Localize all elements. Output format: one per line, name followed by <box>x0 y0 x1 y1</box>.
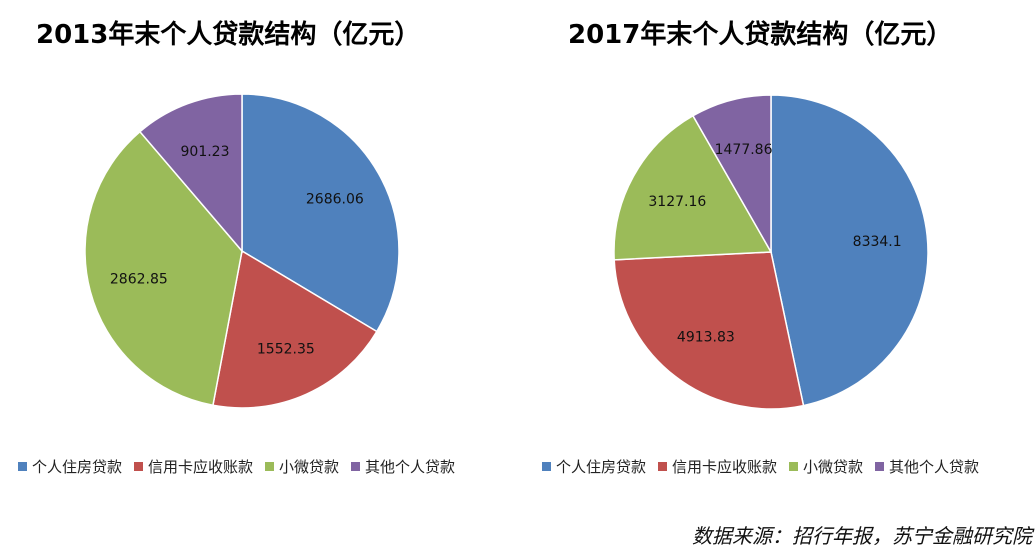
slice-other <box>691 94 772 255</box>
legend-swatch <box>134 462 144 471</box>
legend-item-housing: 个人住房贷款 <box>542 456 646 477</box>
chart-2013: 2013年末个人贷款结构（亿元） 2686.06 1552.35 2862.85 90… <box>0 0 500 520</box>
data-label: 1477.86 <box>715 142 773 158</box>
legend-item-housing: 个人住房贷款 <box>18 456 122 477</box>
legend-label: 信用卡应收账款 <box>148 458 254 476</box>
slice-housing <box>770 94 929 407</box>
legend-label: 其他个人贷款 <box>889 458 980 476</box>
pie-2013: 2686.06 1552.35 2862.85 901.23 <box>84 93 400 409</box>
legend-item-credit-card: 信用卡应收账款 <box>134 456 253 477</box>
legend-label: 个人住房贷款 <box>556 458 647 476</box>
legend-label: 信用卡应收账款 <box>672 458 778 476</box>
slice-other <box>138 93 243 254</box>
slice-housing <box>241 93 400 333</box>
legend-item-micro: 小微贷款 <box>789 456 863 477</box>
slice-micro <box>613 114 773 261</box>
data-label: 8334.1 <box>853 234 902 250</box>
chart-title: 2017年末个人贷款结构（亿元） <box>568 20 953 50</box>
legend-swatch <box>875 462 885 471</box>
legend-swatch <box>658 462 668 471</box>
legend-label: 其他个人贷款 <box>365 458 456 476</box>
data-label: 2862.85 <box>110 272 168 288</box>
legend-item-other: 其他个人贷款 <box>351 456 455 477</box>
legend-item-other: 其他个人贷款 <box>875 456 979 477</box>
data-label: 901.23 <box>181 144 230 160</box>
legend: 个人住房贷款 信用卡应收账款 小微贷款 其他个人贷款 <box>542 456 979 477</box>
pie-2017: 8334.1 4913.83 3127.16 1477.86 <box>613 94 929 410</box>
chart-2017: 2017年末个人贷款结构（亿元） 8334.1 4913.83 3127.16 147… <box>530 0 1036 520</box>
legend-swatch <box>542 462 551 471</box>
legend-label: 小微贷款 <box>803 458 864 476</box>
chart-title: 2013年末个人贷款结构（亿元） <box>36 20 421 50</box>
legend-item-credit-card: 信用卡应收账款 <box>658 456 777 477</box>
slice-credit-card <box>613 251 805 410</box>
legend-item-micro: 小微贷款 <box>265 456 339 477</box>
legend-swatch <box>18 462 27 471</box>
data-label: 3127.16 <box>648 194 706 210</box>
legend-swatch <box>351 462 361 471</box>
data-label: 4913.83 <box>677 330 735 346</box>
legend-label: 个人住房贷款 <box>32 458 123 476</box>
legend-swatch <box>789 462 799 471</box>
legend-swatch <box>265 462 275 471</box>
source-note: 数据来源：招行年报，苏宁金融研究院 <box>692 524 1032 548</box>
legend-label: 小微贷款 <box>279 458 340 476</box>
data-label: 2686.06 <box>306 191 364 207</box>
data-label: 1552.35 <box>257 341 315 357</box>
slice-credit-card <box>212 249 378 409</box>
legend: 个人住房贷款 信用卡应收账款 小微贷款 其他个人贷款 <box>18 456 455 477</box>
slice-micro <box>84 130 243 407</box>
